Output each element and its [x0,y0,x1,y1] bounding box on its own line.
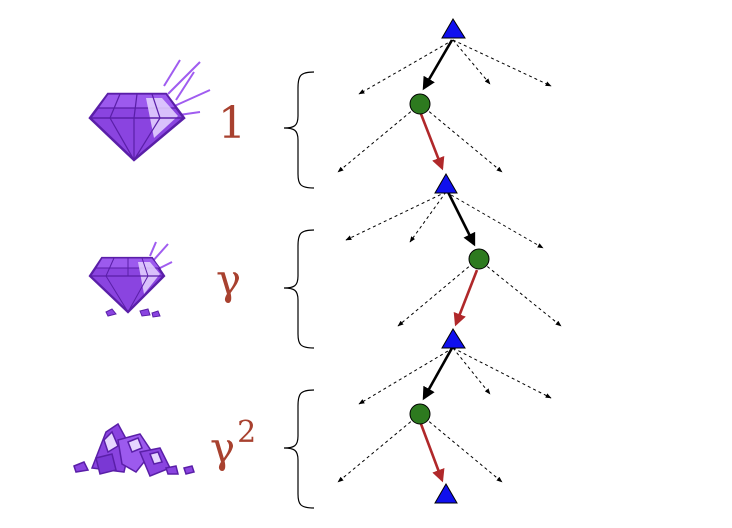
brace-icon [283,71,315,509]
discount-label-gamma-squared: γ2 [210,415,256,472]
diamond-icon [88,256,166,314]
chosen-agent-moves [422,39,476,401]
chance-node-2 [468,248,490,270]
discount-label-1: 1 [218,98,246,149]
max-nodes [434,18,466,504]
diamond-icon [88,92,186,162]
max-node-3 [441,328,466,349]
alternative-branches [337,39,562,483]
chosen-environment-transitions [419,113,479,483]
row-1-gem [88,59,211,162]
gem-shards-icon [73,422,195,477]
gem-chips-icon [105,308,161,318]
chance-node-3 [409,403,431,425]
chance-nodes [409,93,490,425]
max-node-2 [434,173,458,194]
discount-label-gamma: γ [216,255,241,304]
max-node-4 [434,483,458,504]
row-2-gem [88,241,173,318]
chance-node-1 [409,93,431,115]
max-node-1 [441,18,466,39]
